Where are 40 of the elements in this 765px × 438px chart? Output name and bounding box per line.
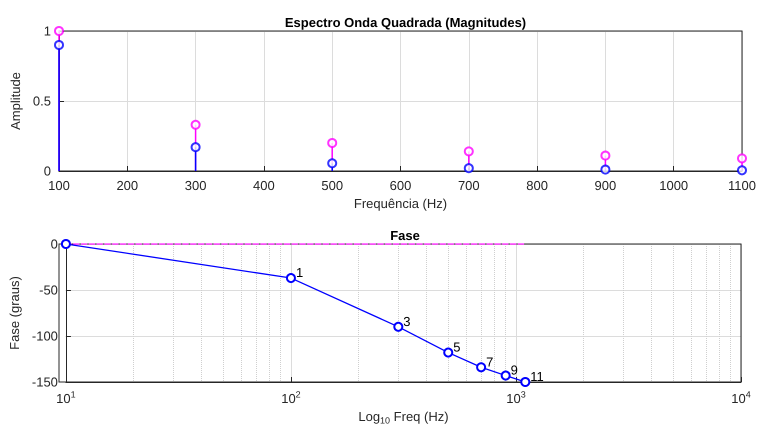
annotation: 1 — [296, 265, 304, 280]
x-tick-label: 1000 — [659, 178, 688, 193]
x-tick-label: 900 — [594, 178, 616, 193]
annotation: 3 — [403, 314, 411, 329]
point — [600, 150, 610, 161]
chart-title: Fase — [390, 228, 420, 243]
annotation: 11 — [530, 369, 544, 384]
annotation: 7 — [486, 354, 494, 370]
x-tick-label: 700 — [458, 178, 480, 193]
point — [737, 153, 747, 164]
point — [464, 163, 474, 174]
y-tick-label: -50 — [39, 282, 58, 298]
x-tick-label: 1100 — [728, 178, 756, 193]
y-axis-title: Fase (graus) — [7, 276, 22, 350]
point — [327, 138, 338, 148]
y-tick-label: -150 — [32, 374, 58, 390]
point — [54, 40, 64, 50]
y-tick-label: 0 — [50, 236, 58, 252]
point — [190, 120, 201, 130]
y-tick-label: 0 — [44, 164, 51, 178]
point — [327, 158, 338, 168]
x-tick-label: 600 — [390, 178, 412, 193]
y-tick-label: 0.5 — [32, 94, 51, 108]
point — [190, 142, 201, 152]
x-tick-label: 200 — [116, 178, 138, 193]
x-axis-title: Frequência (Hz) — [354, 196, 448, 211]
annotation: 9 — [510, 362, 518, 378]
point — [464, 146, 474, 156]
x-tick-label: 500 — [321, 178, 344, 193]
x-tick-label: 300 — [184, 178, 206, 193]
x-tick-label: 100 — [48, 178, 70, 193]
x-tick-label: 400 — [253, 178, 275, 193]
point — [600, 164, 610, 175]
y-tick-label: -100 — [32, 328, 58, 344]
annotation: 5 — [453, 340, 460, 355]
x-tick-label: 800 — [526, 178, 548, 193]
y-axis-title: Amplitude — [8, 72, 24, 130]
y-tick-label: 1 — [44, 24, 51, 38]
point — [737, 165, 747, 176]
chart-title: Espectro Onda Quadrada (Magnitudes) — [284, 15, 526, 30]
